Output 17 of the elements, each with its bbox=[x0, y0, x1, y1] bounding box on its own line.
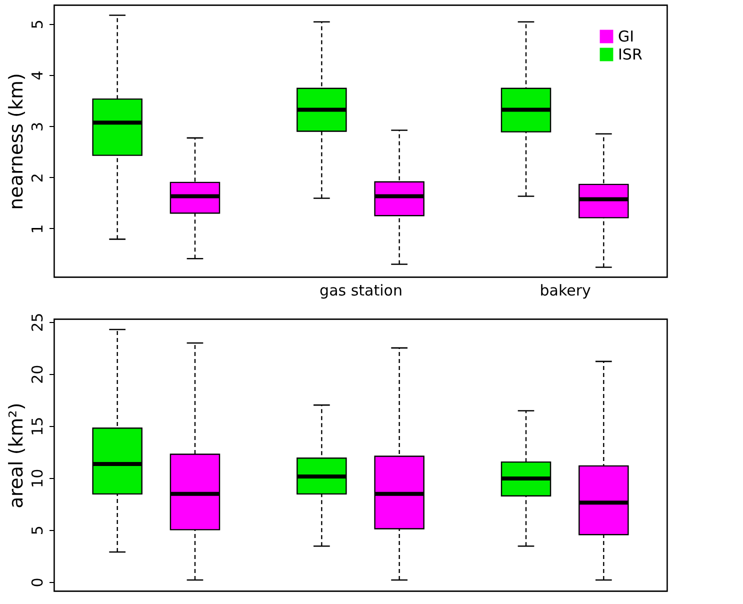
x-tick-label: bakery bbox=[540, 282, 592, 300]
legend-label: ISR bbox=[618, 46, 642, 64]
y-tick-label: 1 bbox=[28, 224, 46, 234]
y-tick-label: 3 bbox=[28, 122, 46, 132]
y-tick-label: 5 bbox=[28, 20, 46, 30]
legend-label: GI bbox=[618, 28, 634, 46]
y-tick-label: 5 bbox=[28, 526, 46, 536]
y-axis-title: areal (km²) bbox=[6, 402, 28, 508]
y-tick-label: 2 bbox=[28, 173, 46, 183]
y-tick-label: 15 bbox=[28, 416, 46, 436]
y-tick-label: 0 bbox=[28, 578, 46, 588]
y-tick-label: 20 bbox=[28, 364, 46, 384]
y-tick-label: 25 bbox=[28, 312, 46, 332]
y-tick-label: 10 bbox=[28, 468, 46, 488]
x-tick-label: gas station bbox=[320, 282, 402, 300]
y-axis-title: nearness (km) bbox=[6, 73, 28, 210]
y-tick-label: 4 bbox=[28, 70, 46, 80]
